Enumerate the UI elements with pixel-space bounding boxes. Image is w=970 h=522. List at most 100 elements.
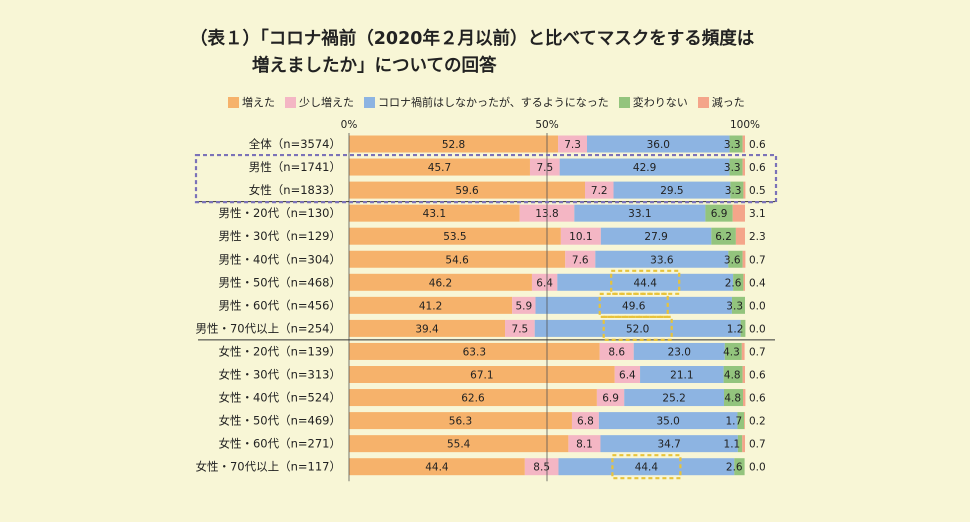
bar-segment (559, 158, 730, 176)
row-label: 男性（n=1741） (249, 160, 341, 174)
bar-segment (744, 412, 745, 430)
data-label: 0.7 (749, 346, 766, 358)
row-label: 女性・30代（n=313） (218, 368, 341, 382)
legend-swatch (285, 96, 296, 108)
highlight-cell-box (610, 269, 681, 295)
data-label: 45.7 (428, 162, 451, 174)
data-label: 56.3 (449, 416, 472, 428)
data-label: 2.3 (749, 231, 766, 243)
bar-segment (349, 181, 586, 199)
bar-segment (571, 412, 599, 430)
data-label: 0.2 (749, 416, 766, 428)
legend-label: 少し増えた (299, 96, 354, 109)
legend-swatch (228, 96, 239, 108)
bar-segment (729, 158, 743, 176)
data-label: 44.4 (425, 462, 449, 474)
row-label: 女性・20代（n=139） (218, 344, 341, 358)
bar-segment (728, 250, 743, 268)
data-label: 8.6 (608, 346, 625, 358)
bar-segment (734, 458, 745, 476)
row-label: 男性・20代（n=130） (218, 206, 341, 220)
bar-segment (742, 435, 745, 453)
data-label: 39.4 (415, 323, 439, 335)
data-label: 25.2 (662, 393, 685, 405)
data-label: 55.4 (447, 439, 471, 451)
bar-segment (737, 412, 745, 430)
data-label: 6.9 (602, 393, 619, 405)
chart-title-line1: （表１）「コロナ禍前（2020年２月以前）と比べてマスクをする頻度は (190, 29, 755, 49)
bar-segment (599, 342, 634, 360)
data-label: 6.9 (711, 208, 728, 220)
legend-swatch (618, 96, 630, 108)
row-label: 男性・30代（n=129） (218, 229, 341, 243)
bar-segment (733, 273, 744, 291)
bar-segment (741, 342, 745, 360)
bar-segment (705, 204, 733, 222)
data-label: 3.3 (724, 162, 741, 174)
legend-item: 増えた (228, 94, 275, 110)
bar-segment (349, 227, 561, 245)
row-label: 女性・50代（n=469） (218, 414, 341, 428)
legend-swatch (697, 96, 709, 108)
data-label: 0.6 (749, 162, 766, 174)
bar-segment (598, 412, 738, 430)
bar-segment (349, 250, 566, 268)
row-label: 男性・70代以上（n=254） (195, 321, 341, 335)
highlight-cell-box (602, 315, 673, 341)
data-label: 43.1 (423, 208, 446, 220)
data-label: 0.6 (749, 139, 766, 151)
data-label: 6.4 (536, 277, 553, 289)
bar-segment (349, 412, 572, 430)
data-label: 35.0 (656, 416, 679, 428)
data-label: 46.2 (429, 277, 452, 289)
data-label: 27.9 (644, 231, 667, 243)
bar-segment (613, 181, 731, 199)
data-label: 7.2 (591, 185, 608, 197)
bar-segment (349, 204, 520, 222)
bar-segment (711, 227, 736, 245)
data-label: 33.6 (650, 254, 674, 266)
bar-segment (732, 204, 745, 222)
bar-segment (743, 181, 746, 199)
data-label: 0.0 (749, 300, 766, 312)
data-label: 52.8 (442, 139, 465, 151)
bar-segment (600, 227, 712, 245)
data-label: 7.3 (564, 139, 581, 151)
data-label: 29.5 (660, 185, 683, 197)
bar-segment (574, 204, 706, 222)
data-label: 1.2 (727, 323, 744, 335)
bar-segment (529, 158, 560, 176)
data-label: 41.2 (419, 300, 442, 312)
bar-segment (560, 227, 601, 245)
data-label: 5.9 (515, 300, 532, 312)
bar-segment (724, 389, 744, 407)
data-label: 8.5 (533, 462, 550, 474)
data-label: 4.8 (724, 393, 741, 405)
bar-segment (586, 135, 730, 153)
data-label: 36.0 (647, 139, 670, 151)
axis-tick-label: 100% (730, 119, 760, 131)
bar-segment (558, 458, 735, 476)
bar-segment (723, 366, 743, 383)
data-label: 62.6 (461, 393, 485, 405)
bar-segment (742, 366, 745, 383)
data-label: 34.7 (657, 439, 680, 451)
data-label: 63.3 (463, 346, 486, 358)
bar-segment (600, 435, 738, 453)
legend-label: 変わりない (632, 96, 688, 109)
chart-title: （表１）「コロナ禍前（2020年２月以前）と比べてマスクをする頻度は 増えました… (190, 26, 830, 80)
data-label: 0.5 (749, 185, 766, 197)
data-label: 0.6 (749, 393, 766, 405)
legend-label: 減った (711, 96, 745, 109)
highlight-rows-box (194, 153, 778, 204)
bar-segment (743, 273, 745, 291)
axis-tick-label: 0% (341, 119, 358, 131)
data-label: 4.8 (724, 370, 741, 382)
bar-segment (743, 389, 746, 407)
bar-segment (349, 135, 559, 153)
row-label: 男性・40代（n=304） (218, 252, 341, 266)
data-label: 2.6 (725, 277, 742, 289)
legend-item: 減った (697, 94, 745, 110)
bar-segment (565, 250, 596, 268)
